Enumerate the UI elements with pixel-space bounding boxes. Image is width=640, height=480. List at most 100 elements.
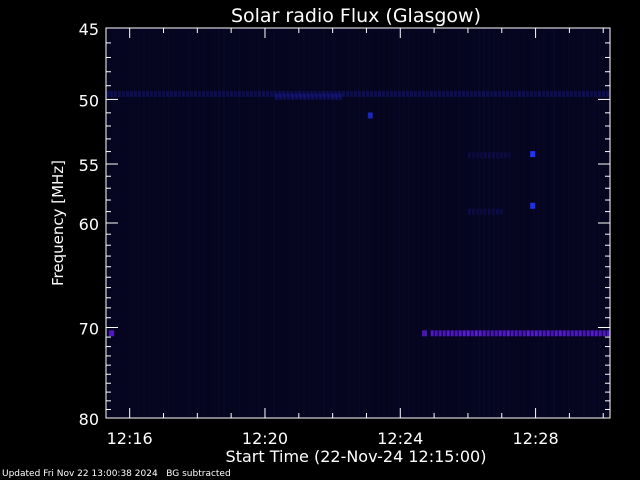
emission-band bbox=[275, 93, 343, 100]
emission-pixel bbox=[478, 91, 481, 97]
emission-pixel bbox=[154, 91, 157, 97]
emission-pixel bbox=[590, 91, 593, 97]
x-tick-label: 12:24 bbox=[377, 429, 423, 448]
emission-pixel bbox=[550, 330, 554, 337]
emission-pixel bbox=[538, 91, 541, 97]
emission-pixel bbox=[522, 330, 526, 337]
emission-pixel bbox=[262, 91, 265, 97]
noise-stripe bbox=[513, 29, 515, 417]
emission-pixel bbox=[394, 91, 397, 97]
emission-pixel bbox=[386, 91, 389, 97]
emission-pixel bbox=[450, 91, 453, 97]
emission-pixel bbox=[178, 91, 181, 97]
emission-pixel bbox=[534, 330, 538, 337]
emission-pixel bbox=[390, 91, 393, 97]
emission-pixel bbox=[542, 91, 545, 97]
noise-stripe bbox=[588, 29, 590, 417]
emission-pixel bbox=[486, 91, 489, 97]
emission-pixel bbox=[350, 91, 353, 97]
x-tick-label: 12:28 bbox=[513, 429, 559, 448]
emission-pixel bbox=[138, 91, 141, 97]
emission-pixel bbox=[446, 91, 449, 97]
emission-pixel bbox=[283, 93, 287, 100]
emission-pixel bbox=[442, 330, 446, 337]
emission-pixel bbox=[478, 330, 482, 337]
noise-stripe bbox=[463, 29, 465, 417]
noise-stripe bbox=[583, 29, 585, 417]
noise-stripe bbox=[153, 29, 155, 417]
plot-area bbox=[106, 28, 610, 418]
noise-stripe bbox=[353, 29, 355, 417]
emission-spot bbox=[530, 151, 536, 158]
emission-pixel bbox=[299, 93, 303, 100]
noise-stripe bbox=[193, 29, 195, 417]
noise-stripe bbox=[268, 29, 270, 417]
noise-stripe bbox=[188, 29, 190, 417]
emission-pixel bbox=[586, 330, 590, 337]
emission-pixel bbox=[430, 91, 433, 97]
noise-stripe bbox=[263, 29, 265, 417]
noise-stripe bbox=[548, 29, 550, 417]
noise-stripe bbox=[383, 29, 385, 417]
emission-pixel bbox=[566, 91, 569, 97]
emission-pixel bbox=[118, 91, 121, 97]
emission-pixel bbox=[495, 152, 499, 159]
noise-stripe bbox=[368, 29, 370, 417]
emission-pixel bbox=[466, 330, 470, 337]
chart-title: Solar radio Flux (Glasgow) bbox=[231, 5, 481, 27]
noise-stripe bbox=[323, 29, 325, 417]
emission-pixel bbox=[498, 91, 501, 97]
emission-pixel bbox=[486, 330, 490, 337]
emission-pixel bbox=[166, 91, 169, 97]
emission-pixel bbox=[279, 93, 283, 100]
emission-pixel bbox=[414, 91, 417, 97]
emission-pixel bbox=[122, 91, 125, 97]
noise-stripe bbox=[318, 29, 320, 417]
noise-stripe bbox=[508, 29, 510, 417]
emission-pixel bbox=[311, 93, 315, 100]
noise-stripe bbox=[338, 29, 340, 417]
emission-pixel bbox=[514, 91, 517, 97]
noise-stripe bbox=[258, 29, 260, 417]
emission-pixel bbox=[422, 91, 425, 97]
noise-stripe bbox=[453, 29, 455, 417]
emission-pixel bbox=[479, 208, 483, 215]
y-tick-label: 80 bbox=[79, 410, 99, 429]
noise-stripe bbox=[123, 29, 125, 417]
noise-stripe bbox=[443, 29, 445, 417]
emission-pixel bbox=[462, 91, 465, 97]
emission-pixel bbox=[570, 91, 573, 97]
noise-stripe bbox=[228, 29, 230, 417]
emission-pixel bbox=[526, 91, 529, 97]
emission-pixel bbox=[574, 91, 577, 97]
noise-stripe bbox=[298, 29, 300, 417]
emission-pixel bbox=[202, 91, 205, 97]
emission-pixel bbox=[574, 330, 578, 337]
emission-pixel bbox=[582, 91, 585, 97]
emission-pixel bbox=[206, 91, 209, 97]
noise-stripe bbox=[393, 29, 395, 417]
noise-stripe bbox=[288, 29, 290, 417]
emission-pixel bbox=[514, 330, 518, 337]
noise-stripe bbox=[293, 29, 295, 417]
emission-pixel bbox=[446, 330, 450, 337]
emission-band bbox=[106, 91, 609, 97]
emission-pixel bbox=[534, 91, 537, 97]
emission-pixel bbox=[130, 91, 133, 97]
emission-band bbox=[467, 208, 503, 215]
noise-stripe bbox=[408, 29, 410, 417]
emission-pixel bbox=[222, 91, 225, 97]
noise-stripe bbox=[428, 29, 430, 417]
emission-pixel bbox=[234, 91, 237, 97]
noise-stripe bbox=[403, 29, 405, 417]
noise-stripe bbox=[553, 29, 555, 417]
noise-stripe bbox=[563, 29, 565, 417]
emission-pixel bbox=[602, 91, 605, 97]
emission-pixel bbox=[134, 91, 137, 97]
emission-pixel bbox=[366, 91, 369, 97]
emission-pixel bbox=[566, 330, 570, 337]
emission-pixel bbox=[303, 93, 307, 100]
y-tick-label: 60 bbox=[79, 215, 99, 234]
noise-stripe bbox=[373, 29, 375, 417]
